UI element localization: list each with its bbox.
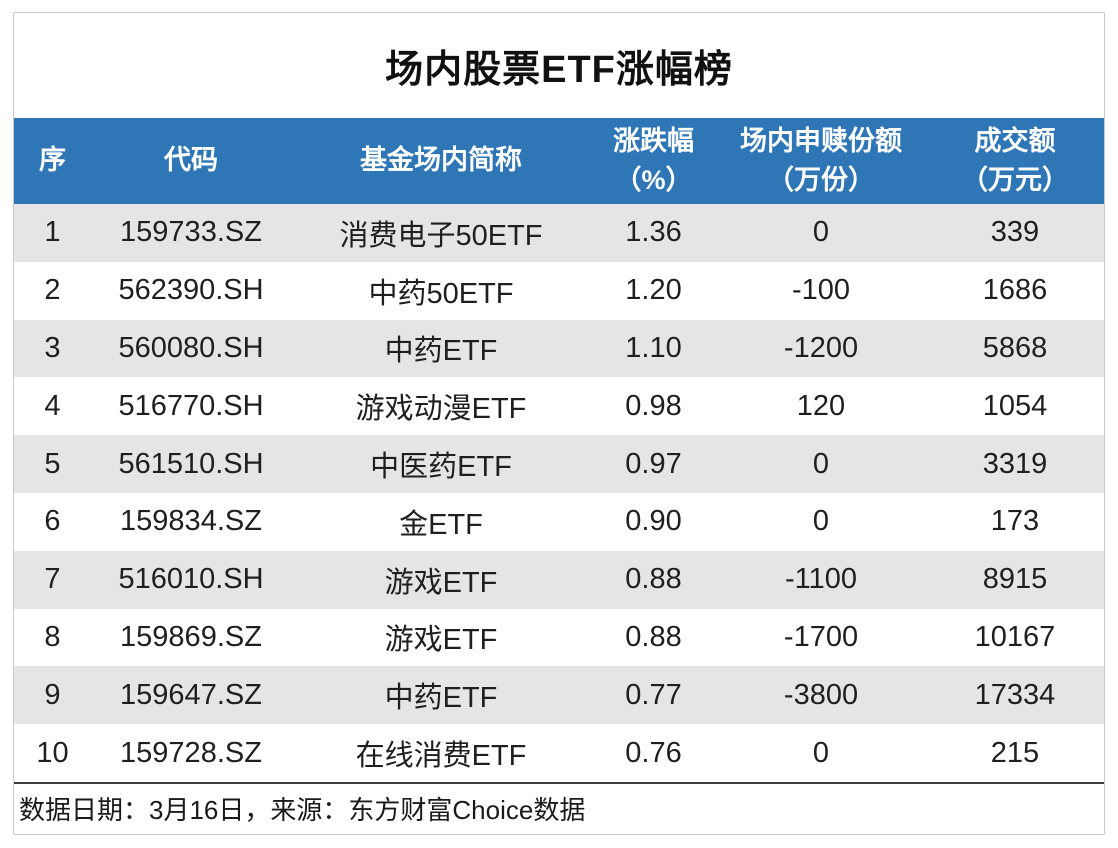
table-cell-col0: 10 [36,736,69,769]
table-header-row: 序 代码 基金场内简称 涨跌幅 （%） 场内申赎份额 （万份） 成交额 （万元） [14,118,1104,204]
table-cell-col5: 10167 [974,620,1056,653]
table-cell-col3: 0.88 [625,563,682,596]
column-header-5: 成交额 （万元） [926,118,1104,204]
table-row: 1 159733.SZ 消费电子50ETF 1.36 0 339 [14,204,1104,262]
column-header-4: 场内申赎份额 （万份） [716,118,926,204]
table-cell-col3: 0.90 [625,505,682,538]
table-cell-col0: 5 [44,447,61,480]
page-title: 场内股票ETF涨幅榜 [385,49,733,91]
table-cell-col4: 0 [812,736,830,769]
table-cell-col0: 7 [44,563,61,596]
column-header-2: 基金场内简称 [291,118,591,204]
table-cell-col5: 1054 [982,389,1048,422]
table-cell-col3: 0.98 [625,389,682,422]
table-row: 7 516010.SH 游戏ETF 0.88 -1100 8915 [14,550,1104,609]
table-cell-col2: 中医药ETF [370,451,512,484]
table-cell-col0: 1 [44,216,61,249]
table-cell-col3: 0.76 [625,736,682,769]
column-header-0: 序 [14,118,91,204]
table-cell-col4: -1200 [783,331,859,364]
table-cell-col5: 17334 [974,678,1056,711]
column-header-line2: （万元） [961,165,1069,195]
table-cell-col0: 6 [44,505,61,538]
table-cell-col5: 3319 [982,447,1048,480]
title-bar: 场内股票ETF涨幅榜 [14,13,1104,118]
table-cell-col2: 游戏ETF [384,624,498,657]
table-cell-col0: 3 [44,331,61,364]
table-cell-col1: 516770.SH [118,389,264,422]
table-cell-col3: 0.77 [625,678,682,711]
column-header-3: 涨跌幅 （%） [591,118,716,204]
table-cell-col2: 游戏ETF [384,566,498,599]
table-cell-col1: 159733.SZ [120,216,262,249]
table-row: 4 516770.SH 游戏动漫ETF 0.98 120 1054 [14,377,1104,436]
table-cell-col4: -1700 [783,620,859,653]
table-cell-col3: 1.36 [625,216,682,249]
column-header-1: 代码 [91,118,291,204]
table-cell-col4: 0 [812,505,830,538]
table-cell-col0: 4 [44,389,61,422]
table-cell-col4: 120 [796,389,846,422]
table-cell-col1: 159728.SZ [120,736,262,769]
table-cell-col4: 0 [812,447,830,480]
table-row: 10 159728.SZ 在线消费ETF 0.76 0 215 [14,724,1104,782]
table-cell-col5: 215 [990,736,1040,769]
table-cell-col1: 560080.SH [118,331,264,364]
table-cell-col2: 在线消费ETF [355,740,527,773]
table-cell-col1: 516010.SH [118,563,264,596]
table-cell-col2: 中药ETF [384,682,498,715]
table-cell-col3: 1.20 [625,274,682,307]
column-header-line1: 代码 [164,145,218,176]
table-cell-col2: 消费电子50ETF [339,219,543,252]
table-cell-col1: 159647.SZ [120,678,262,711]
column-header-line2: （%） [614,165,693,195]
data-source-note: 数据日期：3月16日，来源：东方财富Choice数据 [19,795,586,826]
table-cell-col4: -3800 [783,678,859,711]
table-cell-col1: 159834.SZ [120,505,262,538]
table-cell-col5: 173 [990,505,1040,538]
table-cell-col0: 2 [44,274,61,307]
table-cell-col3: 0.88 [625,620,682,653]
column-header-line1: 基金场内简称 [360,145,522,176]
table-cell-col4: -100 [791,274,851,307]
table-cell-col5: 1686 [982,274,1048,307]
etf-ranking-card: 场内股票ETF涨幅榜 序 代码 基金场内简称 涨跌幅 （%） 场内申赎份额 （万份） 成交额 （… [13,12,1105,835]
table-cell-col5: 339 [990,216,1040,249]
table-row: 3 560080.SH 中药ETF 1.10 -1200 5868 [14,319,1104,378]
table-row: 8 159869.SZ 游戏ETF 0.88 -1700 10167 [14,608,1104,667]
table-cell-col5: 5868 [982,331,1048,364]
table-cell-col2: 游戏动漫ETF [355,393,527,426]
column-header-line1: 涨跌幅 [613,125,694,156]
table-cell-col5: 8915 [982,563,1048,596]
table-cell-col1: 561510.SH [118,447,264,480]
table-cell-col2: 中药ETF [384,335,498,368]
table-cell-col3: 1.10 [625,331,682,364]
table-row: 2 562390.SH 中药50ETF 1.20 -100 1686 [14,261,1104,320]
table-cell-col3: 0.97 [625,447,682,480]
table-row: 5 561510.SH 中医药ETF 0.97 0 3319 [14,435,1104,493]
column-header-line2: （万份） [767,165,875,195]
table-cell-col4: 0 [812,216,830,249]
table-cell-col2: 中药50ETF [368,277,514,310]
footer-bar: 数据日期：3月16日，来源：东方财富Choice数据 [14,781,1104,834]
column-header-line1: 成交额 [974,125,1056,156]
column-header-line1: 场内申赎份额 [740,125,902,156]
table-cell-col0: 9 [44,678,61,711]
table-cell-col1: 159869.SZ [120,620,262,653]
table-row: 9 159647.SZ 中药ETF 0.77 -3800 17334 [14,666,1104,725]
table-row: 6 159834.SZ 金ETF 0.90 0 173 [14,492,1104,551]
column-header-line1: 序 [39,145,66,176]
table-cell-col4: -1100 [784,563,858,596]
table-cell-col0: 8 [44,620,61,653]
table-cell-col2: 金ETF [399,508,483,541]
etf-ranking-table: 序 代码 基金场内简称 涨跌幅 （%） 场内申赎份额 （万份） 成交额 （万元） 1 159733… [14,118,1104,782]
table-cell-col1: 562390.SH [118,274,264,307]
